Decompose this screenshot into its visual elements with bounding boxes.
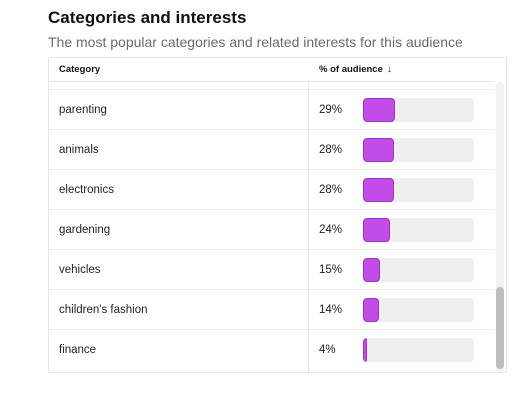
table-row: gardening 24% xyxy=(49,210,494,250)
category-cell: parenting xyxy=(59,104,107,116)
audience-bar-fill xyxy=(363,258,380,282)
column-header-percent-label: % of audience xyxy=(319,64,383,75)
table-row: animals 28% xyxy=(49,130,494,170)
category-cell: finance xyxy=(59,344,97,356)
percent-cell: 28% xyxy=(319,144,343,156)
audience-bar-fill xyxy=(363,218,390,242)
percent-cell: 4% xyxy=(319,344,336,356)
audience-bar-track xyxy=(363,298,474,322)
category-cell: vehicles xyxy=(59,264,101,276)
category-cell: gardening xyxy=(59,224,111,236)
percent-cell: 15% xyxy=(319,264,343,276)
column-header-category[interactable]: Category xyxy=(59,64,101,75)
section-title: Categories and interests xyxy=(48,8,247,27)
category-cell: animals xyxy=(59,144,99,156)
audience-bar-track xyxy=(363,138,474,162)
table-row: parenting 29% xyxy=(49,90,494,130)
audience-bar-track xyxy=(363,338,474,362)
audience-bar-track xyxy=(363,218,474,242)
table-row: vehicles 15% xyxy=(49,250,494,290)
percent-cell: 14% xyxy=(319,304,343,316)
audience-bar-track xyxy=(363,98,474,122)
percent-cell: 28% xyxy=(319,184,343,196)
category-cell: children's fashion xyxy=(59,304,148,316)
column-divider xyxy=(308,58,309,372)
audience-bar-track xyxy=(363,258,474,282)
audience-bar-fill xyxy=(363,338,368,362)
table-header: Category % of audience ↓ xyxy=(49,58,494,82)
audience-bar-track xyxy=(363,178,474,202)
arrow-down-icon[interactable]: ↓ xyxy=(386,64,392,75)
categories-table: Category % of audience ↓ parenting 29% a… xyxy=(48,57,507,373)
table-row: finance 4% xyxy=(49,330,494,370)
vertical-scrollbar[interactable] xyxy=(496,82,504,372)
audience-bar-fill xyxy=(363,98,396,122)
percent-cell: 29% xyxy=(319,104,343,116)
table-row: children's fashion 14% xyxy=(49,290,494,330)
column-header-percent[interactable]: % of audience ↓ xyxy=(319,58,392,81)
audience-bar-fill xyxy=(363,178,395,202)
table-row: electronics 28% xyxy=(49,170,494,210)
category-cell: electronics xyxy=(59,184,114,196)
audience-bar-fill xyxy=(363,138,395,162)
section-subtitle: The most popular categories and related … xyxy=(48,34,463,50)
percent-cell: 24% xyxy=(319,224,343,236)
audience-bar-fill xyxy=(363,298,379,322)
scrollbar-thumb[interactable] xyxy=(496,287,504,369)
